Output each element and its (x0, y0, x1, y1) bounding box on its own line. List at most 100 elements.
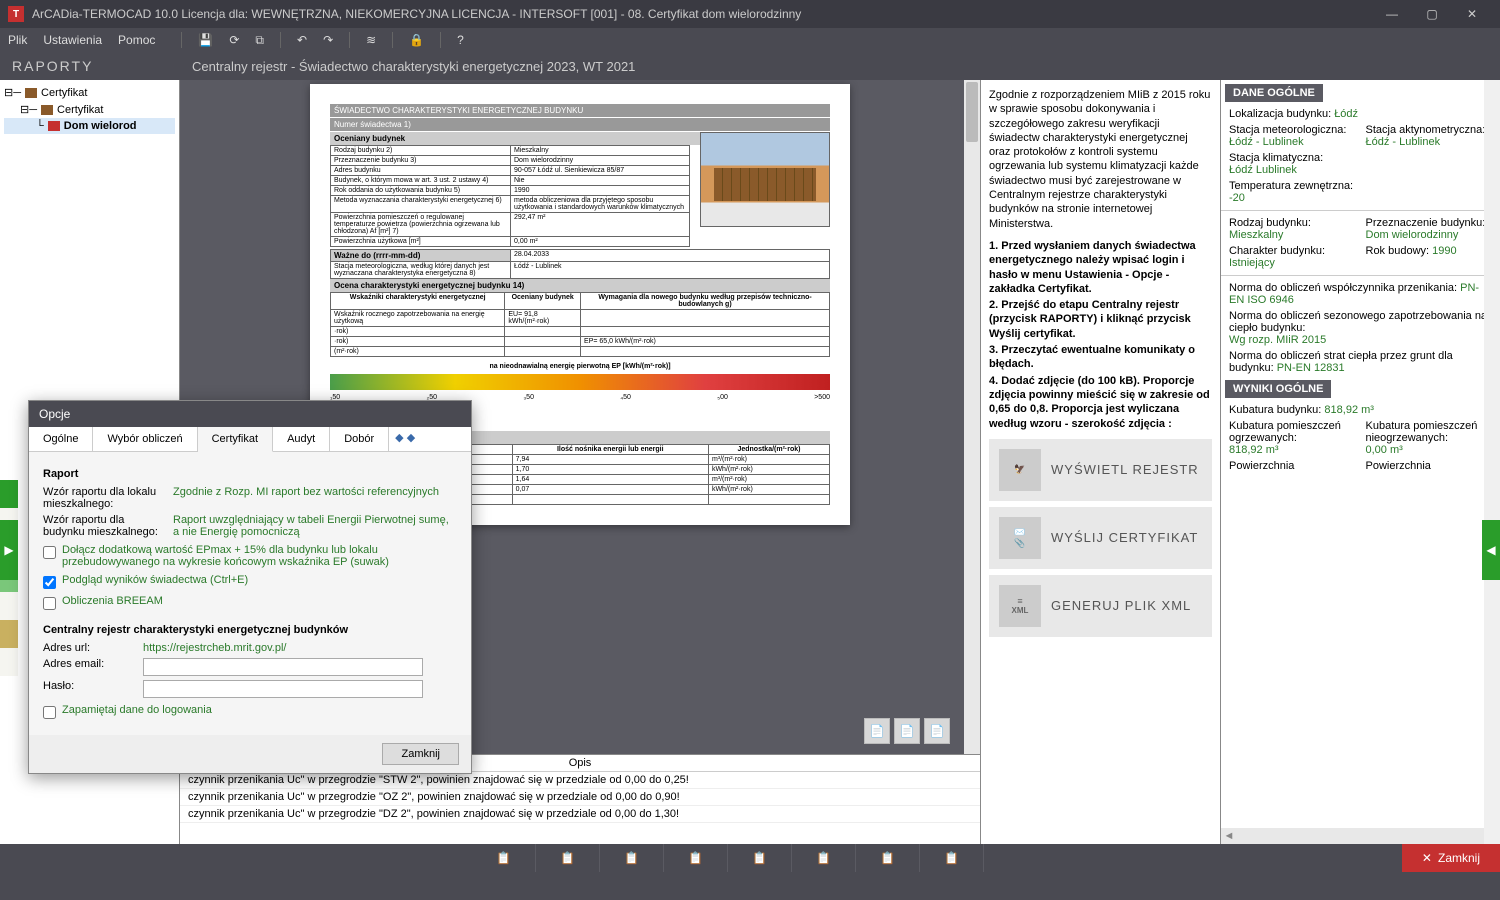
tab-audyt[interactable]: Audyt (273, 427, 330, 451)
edge-tab-right[interactable]: ◀ (1482, 520, 1500, 580)
doc-ocena-table: Wskaźniki charakterystyki energetycznejO… (330, 292, 830, 357)
bottom-btn-3[interactable]: 📋 (600, 844, 664, 872)
tab-ogolne[interactable]: Ogólne (29, 427, 93, 451)
bottom-btn-7[interactable]: 📋 (856, 844, 920, 872)
save-icon[interactable]: 💾 (198, 33, 213, 47)
help-icon[interactable]: ? (457, 33, 464, 47)
edge-tab-left[interactable]: ▶ (0, 520, 18, 580)
menu-settings[interactable]: Ustawienia (43, 33, 102, 47)
tab-dobor[interactable]: Dobór (330, 427, 389, 451)
dialog-tabs: Ogólne Wybór obliczeń Certyfikat Audyt D… (29, 427, 471, 452)
registry-icon: 🦅 (999, 449, 1041, 491)
dialog-title: Opcje (29, 401, 471, 427)
dialog-body: Raport Wzór raportu dla lokalu mieszkaln… (29, 452, 471, 735)
bottom-btn-4[interactable]: 📋 (664, 844, 728, 872)
tree-root[interactable]: ⊟─Certyfikat (4, 84, 175, 101)
doc-title: ŚWIADECTWO CHARAKTERYSTYKI ENERGETYCZNEJ… (330, 104, 830, 117)
tab-arrows[interactable]: ◆ ◆ (389, 427, 421, 451)
message-row[interactable]: czynnik przenikania Uc" w przegrodzie "O… (180, 789, 980, 806)
checkbox-epmax-label: Dołącz dodatkową wartość EPmax + 15% dla… (62, 544, 457, 568)
ep-bar-title: na nieodnawialną energię pierwotną EP [k… (330, 363, 830, 370)
maximize-button[interactable]: ▢ (1412, 0, 1452, 28)
refresh-icon[interactable]: ⟳ (229, 33, 239, 47)
password-label: Hasło: (43, 680, 133, 692)
section-bar: RAPORTY Centralny rejestr - Świadectwo c… (0, 52, 1500, 80)
send-icon: ✉️📎 (999, 517, 1041, 559)
group-central: Centralny rejestr charakterystyki energe… (43, 624, 457, 636)
undo-icon[interactable]: ↶ (297, 33, 307, 47)
instr-step-4: 4. Dodać zdjęcie (do 100 kB). Proporcje … (989, 374, 1212, 431)
results-header: WYNIKI OGÓLNE (1225, 380, 1331, 398)
doc-action-2[interactable]: 📄 (894, 718, 920, 744)
dialog-close-button[interactable]: Zamknij (382, 743, 459, 765)
doc-action-1[interactable]: 📄 (864, 718, 890, 744)
data-panel: DANE OGÓLNE Lokalizacja budynku: Łódź St… (1220, 80, 1500, 844)
checkbox-remember-label: Zapamiętaj dane do logowania (62, 704, 457, 716)
instr-step-2: 2. Przejść do etapu Centralny rejestr (p… (989, 298, 1212, 341)
section-subtitle: Centralny rejestr - Świadectwo charakter… (192, 59, 635, 74)
doc-action-3[interactable]: 📄 (924, 718, 950, 744)
message-row[interactable]: czynnik przenikania Uc" w przegrodzie "D… (180, 806, 980, 823)
checkbox-breeam[interactable] (43, 597, 56, 610)
send-certificate-button[interactable]: ✉️📎 WYŚLIJ CERTYFIKAT (989, 507, 1212, 569)
data-general-header: DANE OGÓLNE (1225, 84, 1323, 102)
doc-cert-number: Numer świadectwa 1) (330, 118, 830, 131)
tab-certyfikat[interactable]: Certyfikat (198, 427, 273, 452)
email-label: Adres email: (43, 658, 133, 670)
instr-intro: Zgodnie z rozporządzeniem MIiB z 2015 ro… (989, 88, 1212, 231)
group-raport: Raport (43, 468, 457, 480)
section-label: RAPORTY (12, 58, 192, 74)
instructions-panel: Zgodnie z rozporządzeniem MIiB z 2015 ro… (980, 80, 1220, 844)
bottom-btn-8[interactable]: 📋 (920, 844, 984, 872)
copy-icon[interactable]: ⧉ (255, 33, 264, 48)
show-registry-button[interactable]: 🦅 WYŚWIETL REJESTR (989, 439, 1212, 501)
menubar: Plik Ustawienia Pomoc 💾 ⟳ ⧉ ↶ ↷ ≋ 🔒 ? (0, 28, 1500, 52)
generate-xml-button[interactable]: ≡XML GENERUJ PLIK XML (989, 575, 1212, 637)
checkbox-epmax[interactable] (43, 546, 56, 559)
minimize-button[interactable]: — (1372, 0, 1412, 28)
redo-icon[interactable]: ↷ (323, 33, 333, 47)
titlebar: T ArCADia-TERMOCAD 10.0 Licencja dla: WE… (0, 0, 1500, 28)
energy-bar (330, 374, 830, 390)
instr-step-3: 3. Przeczytać ewentualne komunikaty o bł… (989, 343, 1212, 372)
doc-section-ocena: Ocena charakterystyki energetycznej budy… (330, 279, 830, 292)
close-button[interactable]: ✕ (1452, 0, 1492, 28)
bottom-btn-5[interactable]: 📋 (728, 844, 792, 872)
password-input[interactable] (143, 680, 423, 698)
tree-child-dom[interactable]: └Dom wielorod (4, 118, 175, 134)
doc-building-table: Rodzaj budynku 2)MieszkalnyPrzeznaczenie… (330, 145, 690, 247)
bottom-toolbar: 📋 📋 📋 📋 📋 📋 📋 📋 ✕Zamknij (0, 844, 1500, 872)
instr-step-1: 1. Przed wysłaniem danych świadectwa ene… (989, 239, 1212, 296)
wzor1-value: Zgodnie z Rozp. MI raport bez wartości r… (173, 486, 457, 498)
building-photo (700, 132, 830, 227)
doc-action-icons: 📄 📄 📄 (864, 718, 950, 744)
checkbox-breeam-label: Obliczenia BREEAM (62, 595, 457, 607)
tree-child-certyfikat[interactable]: ⊟─Certyfikat (4, 101, 175, 118)
wzor2-label: Wzór raportu dla budynku mieszkalnego: (43, 514, 163, 538)
wzor2-value: Raport uwzględniający w tabeli Energii P… (173, 514, 457, 538)
lock-icon[interactable]: 🔒 (409, 33, 424, 47)
checkbox-remember[interactable] (43, 706, 56, 719)
bottom-btn-6[interactable]: 📋 (792, 844, 856, 872)
checkbox-preview[interactable] (43, 576, 56, 589)
options-dialog: Opcje Ogólne Wybór obliczeń Certyfikat A… (28, 400, 472, 774)
data-hscroll[interactable]: ◄► (1221, 828, 1500, 844)
tab-wybor[interactable]: Wybór obliczeń (93, 427, 197, 451)
data-vscroll[interactable] (1484, 80, 1500, 844)
menu-help[interactable]: Pomoc (118, 33, 155, 47)
app-icon: T (8, 6, 24, 22)
url-label: Adres url: (43, 642, 133, 654)
message-row[interactable]: czynnik przenikania Uc" w przegrodzie "S… (180, 772, 980, 789)
xml-icon: ≡XML (999, 585, 1041, 627)
dialog-footer: Zamknij (29, 735, 471, 773)
email-input[interactable] (143, 658, 423, 676)
wzor1-label: Wzór raportu dla lokalu mieszkalnego: (43, 486, 163, 510)
checkbox-preview-label: Podgląd wyników świadectwa (Ctrl+E) (62, 574, 457, 586)
bottom-close-button[interactable]: ✕Zamknij (1402, 844, 1500, 872)
bottom-btn-2[interactable]: 📋 (536, 844, 600, 872)
bottom-btn-1[interactable]: 📋 (472, 844, 536, 872)
doc-scrollbar[interactable] (964, 80, 980, 754)
layers-icon[interactable]: ≋ (366, 33, 376, 47)
menu-file[interactable]: Plik (8, 33, 27, 47)
url-link[interactable]: https://rejestrcheb.mrit.gov.pl/ (143, 642, 286, 654)
